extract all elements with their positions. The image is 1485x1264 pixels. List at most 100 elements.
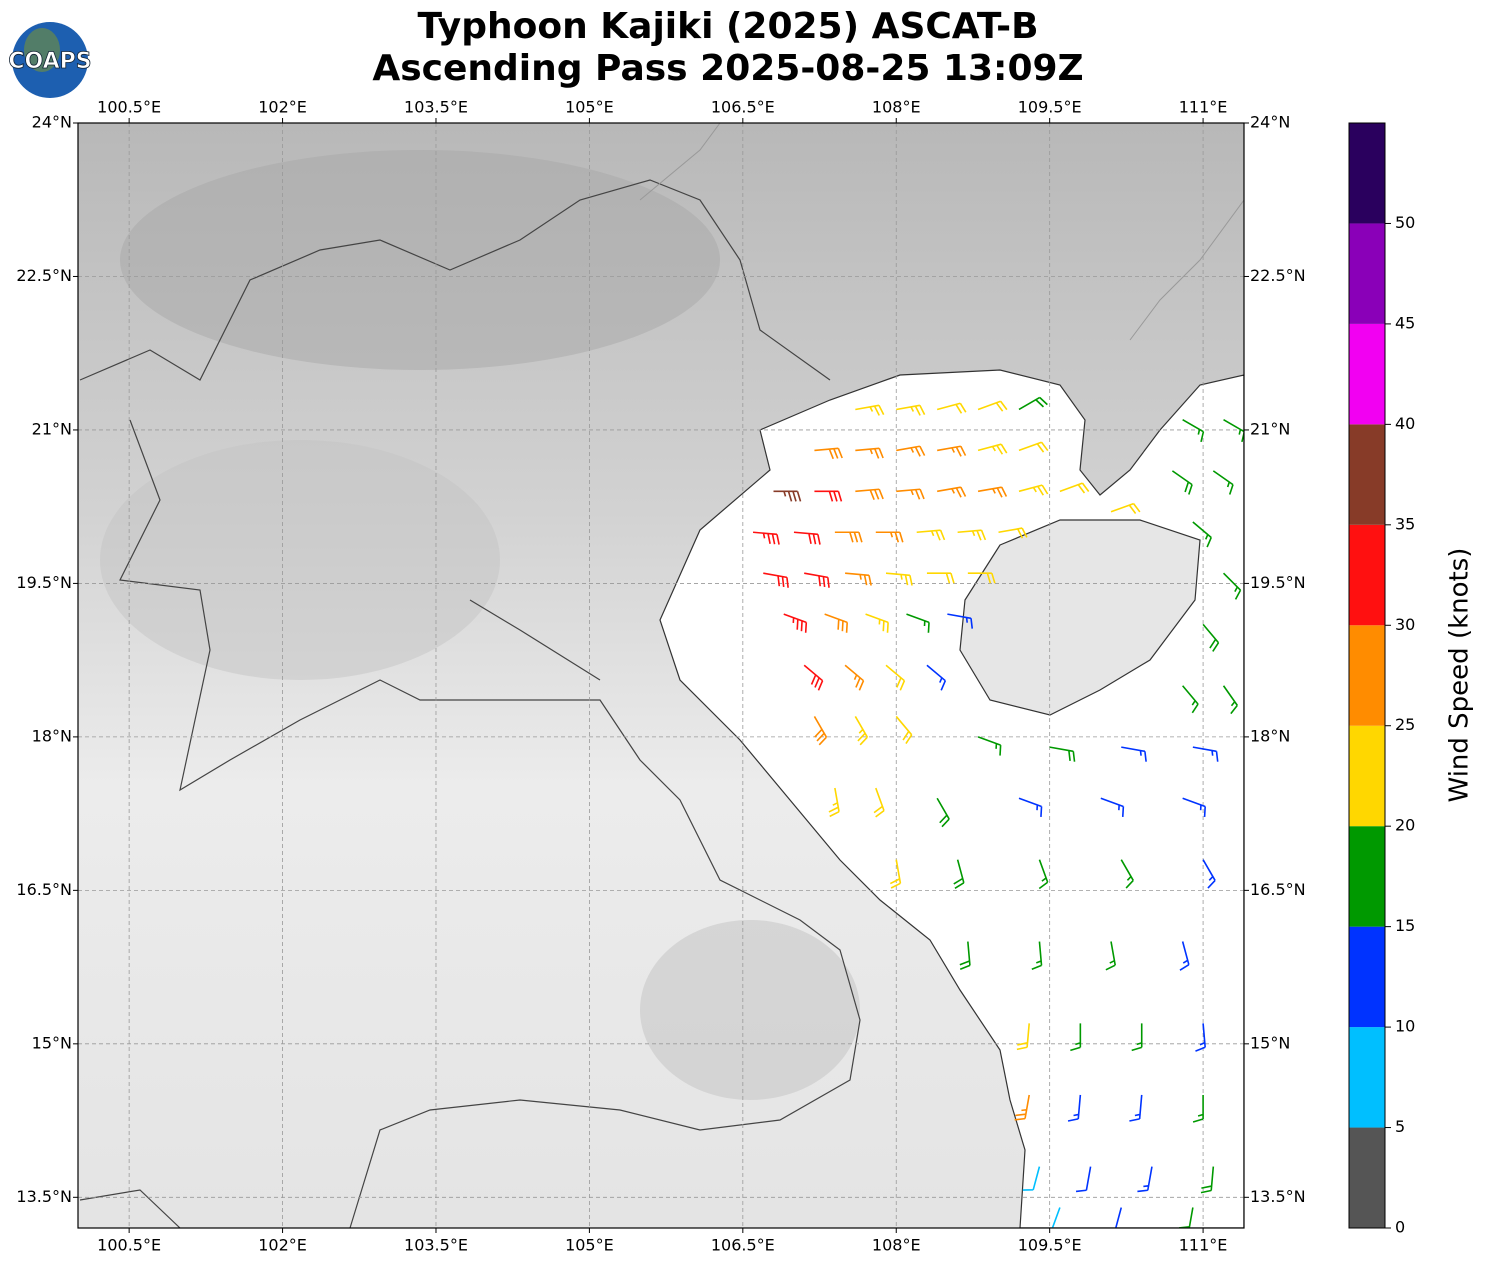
x-tick-label: 102°E [258,1236,307,1255]
y-tick-label: 16.5°N [1250,880,1306,899]
colorbar-tick-label: 35 [1395,514,1415,533]
wind-barb [793,531,821,545]
wind-barb [804,572,830,588]
wind-barb [936,402,967,414]
colorbar-segment [1349,323,1385,425]
x-tick-label: 109.5°E [1018,98,1082,117]
wind-barb [1137,1166,1153,1193]
wind-barb [1179,941,1190,971]
wind-barb [855,404,885,416]
x-tick-label: 106.5°E [711,98,775,117]
wind-barb [1129,1094,1143,1122]
wind-barb [1200,1166,1215,1194]
logo-text: COAPS [8,49,91,74]
wind-barb [1105,941,1116,971]
wind-barb [1038,859,1049,890]
wind-barb [763,572,789,588]
colorbar-tick-label: 50 [1395,213,1415,232]
colorbar-frame [1348,122,1386,1229]
wind-barb [937,445,967,457]
wind-barb [783,613,808,633]
y-tick-label: 21°N [1250,419,1290,438]
colorbar-tick-label: 0 [1395,1218,1405,1237]
wind-barb [885,664,906,691]
grid [78,122,1244,1228]
wind-barb [959,941,971,971]
hainan [959,519,1201,716]
wind-barb [1018,396,1048,411]
wind-barb [947,613,974,629]
colorbar-label: Wind Speed (knots) [1445,548,1475,803]
logo: COAPS [8,22,92,98]
colorbar-tick-label: 40 [1395,414,1415,433]
china-border [639,123,1244,341]
wind-barb [1018,797,1043,817]
x-tick-label: 108°E [872,1236,921,1255]
y-tick-label: 18°N [1250,726,1290,745]
wind-barb [803,664,824,691]
wind-barb [1192,521,1212,548]
wind-barb [953,859,965,890]
y-tick-label: 19.5°N [1250,573,1306,592]
wind-barb [844,664,865,691]
colorbar-segment [1349,123,1385,224]
wind-barb [1202,623,1220,652]
wind-barb [1049,746,1076,762]
wind-barb [896,488,925,500]
colorbar-tick-label: 25 [1395,715,1415,734]
wind-barb [1222,685,1238,715]
y-tick-label: 16.5°N [16,880,72,899]
y-tick-label: 13.5°N [16,1187,72,1206]
x-tick-label: 103.5°E [404,1236,468,1255]
colorbar-segment [1349,1127,1385,1228]
x-tick-label: 102°E [258,98,307,117]
wind-barb [1022,1166,1041,1191]
wind-barb [1182,797,1206,817]
map-area [78,123,1244,1228]
x-tick-label: 108°E [872,98,921,117]
wind-barb [854,716,869,746]
x-tick-label: 106.5°E [711,1236,775,1255]
x-tick-label: 111°E [1179,98,1228,117]
colorbar-segment [1349,826,1385,927]
wind-barb [998,527,1028,539]
x-tick-label: 105°E [565,1236,614,1255]
wind-barb [1018,441,1049,453]
y-tick-label: 15°N [1250,1033,1290,1052]
colorbar-segment [1349,725,1385,827]
y-tick-label: 15°N [32,1033,72,1052]
wind-barb [1202,859,1216,889]
y-tick-label: 24°N [32,113,72,132]
wind-barb [916,529,946,541]
wind-barb [1031,941,1043,971]
y-tick-label: 24°N [1250,113,1290,132]
wind-barb [875,531,904,543]
wind-barb [895,715,913,744]
wind-barb [1182,685,1199,714]
wind-barb [1075,1166,1092,1193]
wind-barb [1016,1023,1031,1051]
wind-barb [814,490,843,502]
wind-barb [1014,1094,1030,1121]
wind-barb [865,613,889,633]
colorbar-tick-label: 30 [1395,615,1415,634]
wind-barb [752,531,780,545]
x-tick-label: 109.5°E [1018,1236,1082,1255]
colorbar-tick-label: 15 [1395,916,1415,935]
wind-barb [936,797,950,828]
wind-barb [1070,1023,1082,1052]
wind-barb [824,613,849,633]
map-frame [77,122,1245,1229]
wind-barb [1192,1094,1204,1123]
wind-barb [906,613,930,633]
colorbar-segment [1349,424,1385,525]
title-line: Typhoon Kajiki (2025) ASCAT-B [417,6,1038,47]
x-tick-label: 105°E [565,98,614,117]
x-tick-label: 100.5°E [97,1236,161,1255]
wind-barb [926,664,947,691]
colorbar-tick-label: 10 [1395,1017,1415,1036]
wind-barb [773,490,802,502]
wind-barb [1192,746,1219,762]
wind-barb [1067,1094,1082,1122]
wind-barb [873,787,885,818]
